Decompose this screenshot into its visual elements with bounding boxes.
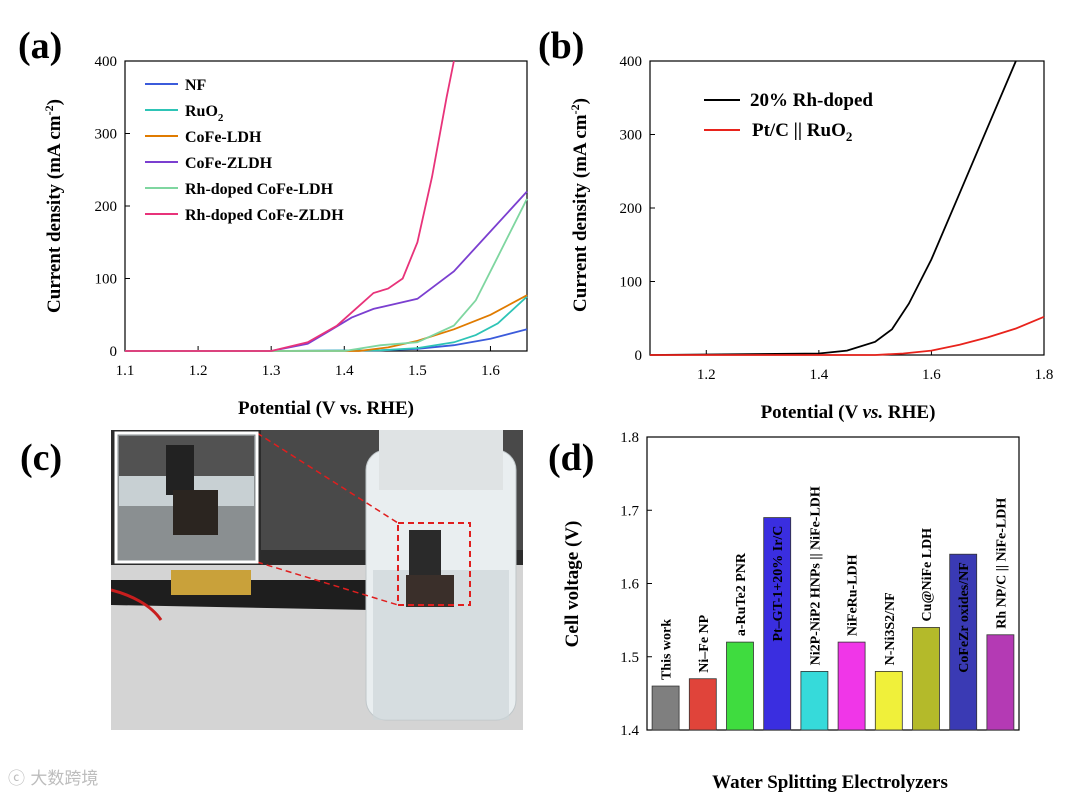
panel-b-series-20-rh-doped xyxy=(649,60,1017,356)
panel-b-xtick-label: 1.2 xyxy=(697,367,716,383)
panel-d-xlabel: Water Splitting Electrolyzers xyxy=(712,772,948,793)
photo-drawing xyxy=(111,430,523,730)
panel-d-bar xyxy=(726,641,754,731)
panel-c-label: (c) xyxy=(20,437,62,479)
panel-b-xtick-label: 1.4 xyxy=(809,367,828,383)
panel-a-legend-label: CoFe-LDH xyxy=(185,129,262,146)
panel-b-ytick-label: 100 xyxy=(620,275,643,291)
panel-a-legend: NF RuO2 CoFe-LDH CoFe-ZLDH Rh-doped CoFe-LDH… xyxy=(145,77,344,224)
panel-a-xtick-label: 1.3 xyxy=(262,363,281,379)
panel-a-xtick-label: 1.6 xyxy=(481,363,500,379)
panel-b-ytick-label: 300 xyxy=(620,128,643,144)
panel-a-series-cofe-zldh xyxy=(125,190,528,352)
panel-a-xlabel: Potential (V vs. RHE) xyxy=(238,398,414,419)
panel-b-ytick-label: 400 xyxy=(620,54,643,70)
panel-d-bar-label: This work xyxy=(660,619,675,680)
panel-d-ytick-label: 1.4 xyxy=(620,723,639,739)
panel-b-label: (b) xyxy=(538,25,584,67)
panel-a-ytick-label: 0 xyxy=(110,344,118,360)
panel-b-ytick-label: 200 xyxy=(620,201,643,217)
panel-d-bar-label: NiFeRu-LDH xyxy=(846,554,861,636)
panel-d-label: (d) xyxy=(548,437,594,479)
panel-a-label: (a) xyxy=(18,25,62,67)
panel-a-chart: 1.1 1.2 1.3 1.4 1.5 1.6 0 100 200 300 400 Potentia… xyxy=(42,54,528,419)
panel-d-bar-label: Cu@NiFe LDH xyxy=(920,528,935,622)
electrolyzer-photo xyxy=(111,430,523,730)
panel-d-bar-label: Ni–Fe NP xyxy=(697,614,712,672)
panel-d-bar-label: N-Ni3S2/NF xyxy=(883,592,898,665)
panel-a-ytick-label: 100 xyxy=(95,272,118,288)
panel-a-ytick-label: 400 xyxy=(95,54,118,70)
panel-d-bar xyxy=(874,671,903,731)
panel-b-chart: 1.2 1.4 1.6 1.8 0 100 200 300 400 Potential (V v… xyxy=(568,54,1053,423)
panel-d-bar xyxy=(763,517,792,731)
panel-a-ytick-label: 200 xyxy=(95,199,118,215)
panel-a-xtick-label: 1.2 xyxy=(189,363,208,379)
panel-a-legend-label: RuO2 xyxy=(185,103,224,124)
panel-a-xtick-label: 1.5 xyxy=(408,363,427,379)
panel-d-bar xyxy=(912,627,940,731)
panel-b-xtick-label: 1.8 xyxy=(1035,367,1054,383)
panel-a-legend-label: NF xyxy=(185,77,207,94)
panel-a-xtick-label: 1.4 xyxy=(335,363,354,379)
panel-b-xtick-label: 1.6 xyxy=(922,367,941,383)
panel-d-bar-label: Pt–GT-1+20% Ir/C xyxy=(771,526,786,642)
panel-d-ytick-label: 1.8 xyxy=(620,430,639,446)
panel-b-xlabel: Potential (V vs. RHE) xyxy=(761,402,936,423)
panel-d-bar xyxy=(800,671,829,731)
panel-d-bar xyxy=(837,641,866,731)
panel-b-series-pt-c-ruo2 xyxy=(650,315,1045,356)
panel-b-ytick-label: 0 xyxy=(635,348,643,364)
panel-a-legend-label: Rh-doped CoFe-ZLDH xyxy=(185,207,344,224)
panel-d-bar-label: Ni2P-NiP2 HNPs || NiFe-LDH xyxy=(808,486,823,665)
panel-a-series-rh-doped-cofe-zldh xyxy=(125,60,455,352)
panel-a-ytick-label: 300 xyxy=(95,127,118,143)
panel-d-bar xyxy=(986,634,1015,731)
panel-a-xtick-label: 1.1 xyxy=(116,363,135,379)
panel-d-bar-label: Rh NP/C || NiFe-LDH xyxy=(994,498,1009,629)
panel-d-ylabel: Cell voltage (V) xyxy=(562,521,583,648)
panel-b-legend-2: Pt/C || RuO2 xyxy=(752,120,852,144)
panel-b-ylabel: Current density (mA cm-2) xyxy=(568,98,591,312)
panel-d-ytick-label: 1.5 xyxy=(620,650,639,666)
panel-d-bar-label: a-RuTe2 PNR xyxy=(734,552,749,636)
panel-b-legend-1: 20% Rh-doped xyxy=(750,90,873,111)
panel-a-series-cofe-ldh xyxy=(125,294,528,352)
panel-a-legend-label: CoFe-ZLDH xyxy=(185,155,273,172)
panel-a-series-rh-doped-cofe-ldh xyxy=(125,198,528,352)
panel-d-bar xyxy=(651,685,680,731)
panel-d-bar xyxy=(688,678,717,731)
panel-d-ytick-label: 1.6 xyxy=(620,577,639,593)
panel-d-chart: 1.4 1.5 1.6 1.7 1.8 This work Ni–Fe NP a-RuTe2… xyxy=(562,430,1020,793)
panel-a-ylabel: Current density (mA cm-2) xyxy=(42,99,65,313)
panel-d-bar-label: CoFeZr oxides/NF xyxy=(957,562,972,673)
watermark: ⓒ 大数跨境 xyxy=(8,769,99,789)
panel-d-ytick-label: 1.7 xyxy=(620,503,639,519)
panel-d-bar xyxy=(949,553,978,731)
panel-a-legend-label: Rh-doped CoFe-LDH xyxy=(185,181,334,198)
